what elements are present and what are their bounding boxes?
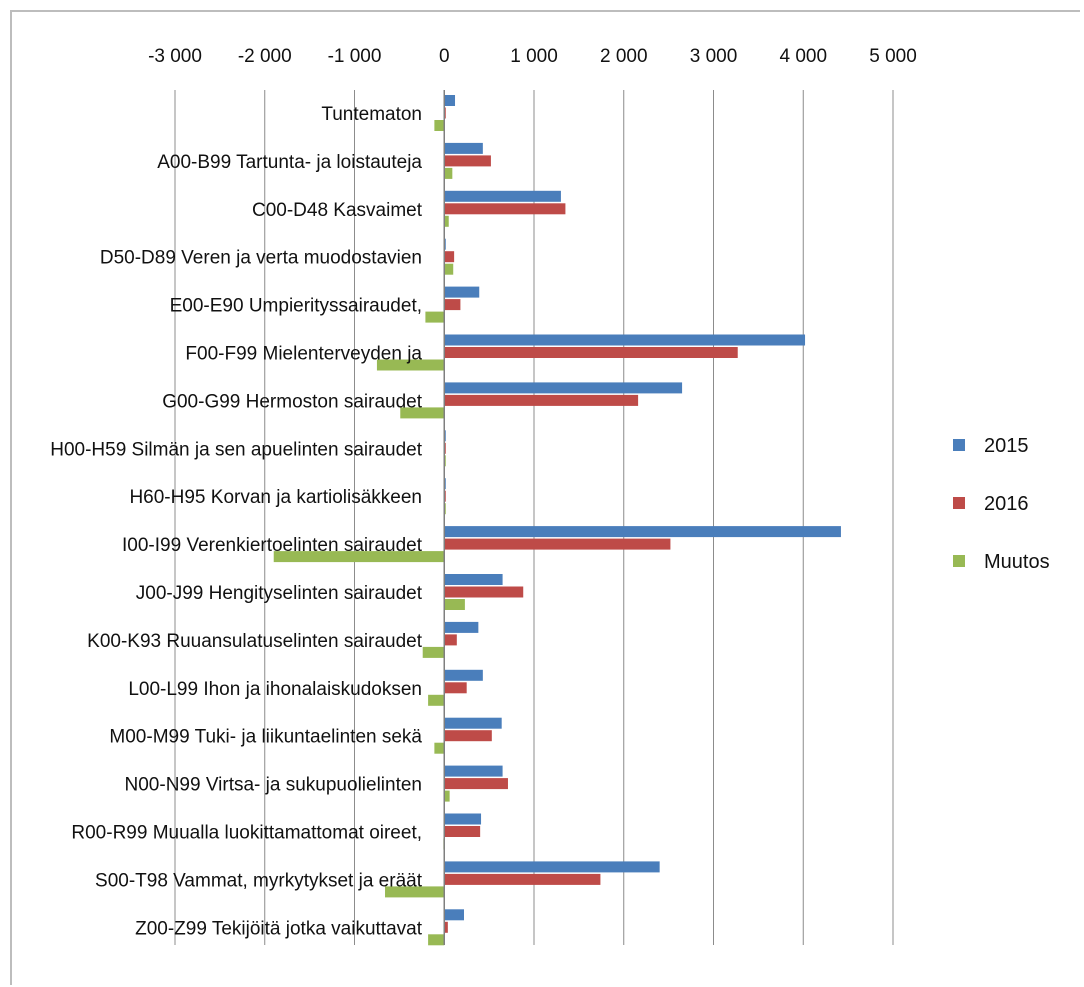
bar-2016 — [444, 538, 671, 550]
bar-muutos — [428, 694, 445, 706]
bar-2016 — [444, 155, 491, 167]
chart-frame — [10, 10, 1080, 985]
bar-muutos — [444, 263, 454, 275]
bar-2016 — [444, 251, 455, 263]
category-label: S00-T98 Vammat, myrkytykset ja eräät — [95, 870, 423, 891]
x-tick-label: -2 000 — [238, 46, 292, 67]
bar-muutos — [444, 215, 449, 227]
x-tick-label: 1 000 — [510, 46, 558, 67]
x-tick-label: 3 000 — [690, 46, 738, 67]
bar-2015 — [444, 334, 806, 346]
legend-label: 2015 — [984, 435, 1029, 457]
category-label: H00-H59 Silmän ja sen apuelinten sairaud… — [50, 439, 423, 460]
category-label: N00-N99 Virtsa- ja sukupuolielinten — [125, 775, 422, 796]
bar-2015 — [444, 621, 479, 633]
bar-muutos — [444, 599, 465, 610]
bar-muutos — [376, 359, 445, 371]
legend: 2015 2016 Muutos — [953, 435, 1050, 573]
bar-muutos — [428, 934, 445, 946]
bar-2016 — [444, 682, 467, 694]
bar-muutos — [400, 407, 445, 419]
bars — [273, 95, 841, 946]
bar-muutos — [444, 790, 450, 802]
category-label: Tuntematon — [321, 104, 422, 125]
legend-swatch — [953, 555, 965, 567]
category-label: D50-D89 Veren ja verta muodostavien — [100, 248, 422, 269]
category-label: M00-M99 Tuki- ja liikuntaelinten sekä — [109, 727, 422, 748]
category-label: H60-H95 Korvan ja kartiolisäkkeen — [129, 487, 422, 508]
bar-2016 — [444, 203, 566, 215]
bar-2015 — [444, 190, 561, 202]
category-label: L00-L99 Ihon ja ihonalaiskudoksen — [128, 679, 422, 700]
bar-muutos — [422, 646, 445, 658]
legend-swatch — [953, 497, 965, 509]
bar-2016 — [444, 873, 601, 885]
x-axis-tick-labels: -3 000 -2 000 -1 000 0 1 000 2 000 3 000 4 000 5… — [148, 46, 917, 67]
bar-muutos — [444, 167, 453, 179]
category-label: G00-G99 Hermoston sairaudet — [162, 391, 423, 412]
bar-2016 — [444, 634, 457, 646]
bar-2015 — [444, 669, 483, 681]
legend-swatch — [953, 439, 965, 451]
bar-2015 — [444, 95, 456, 106]
bar-2015 — [444, 861, 660, 873]
bar-2015 — [444, 382, 683, 394]
x-tick-label: -3 000 — [148, 46, 202, 67]
legend-label: Muutos — [984, 551, 1050, 573]
category-label: R00-R99 Muualla luokittamattomat oireet, — [71, 823, 422, 844]
category-label: I00-I99 Verenkiertoelinten sairaudet — [122, 535, 423, 556]
bar-2015 — [444, 909, 464, 921]
category-label: E00-E90 Umpierityssairaudet, — [170, 296, 422, 317]
category-label: Z00-Z99 Tekijöitä jotka vaikuttavat — [135, 918, 423, 939]
x-tick-label: 4 000 — [779, 46, 827, 67]
x-tick-label: 2 000 — [600, 46, 648, 67]
bar-2016 — [444, 347, 738, 358]
category-label: K00-K93 Ruuansulatuselinten sairaudet — [87, 631, 423, 652]
bar-2015 — [444, 142, 483, 154]
bar-2016 — [444, 586, 524, 598]
bar-2015 — [444, 286, 480, 298]
legend-label: 2016 — [984, 493, 1029, 515]
bar-2016 — [444, 730, 492, 742]
category-label: F00-F99 Mielenterveyden ja — [185, 344, 422, 365]
bar-2015 — [444, 813, 482, 825]
bar-muutos — [425, 311, 445, 323]
category-label: C00-D48 Kasvaimet — [252, 200, 423, 221]
bar-2016 — [444, 778, 508, 790]
x-tick-label: -1 000 — [328, 46, 382, 67]
bar-2016 — [444, 394, 639, 406]
bar-2015 — [444, 574, 503, 585]
bar-2016 — [444, 921, 448, 933]
category-label: A00-B99 Tartunta- ja loistauteja — [157, 152, 422, 173]
bar-2015 — [444, 717, 502, 729]
bar-muutos — [385, 886, 445, 898]
category-labels: Tuntematon A00-B99 Tartunta- ja loistaute… — [50, 104, 423, 939]
x-tick-label: 0 — [439, 46, 450, 67]
bar-muutos — [434, 120, 445, 131]
bar-2015 — [444, 765, 503, 777]
category-label: J00-J99 Hengityselinten sairaudet — [136, 583, 423, 604]
bar-muutos — [273, 551, 445, 563]
x-tick-label: 5 000 — [869, 46, 917, 67]
bar-2016 — [444, 826, 481, 837]
bar-2015 — [444, 526, 841, 538]
bar-muutos — [434, 742, 445, 754]
bar-2016 — [444, 299, 461, 311]
